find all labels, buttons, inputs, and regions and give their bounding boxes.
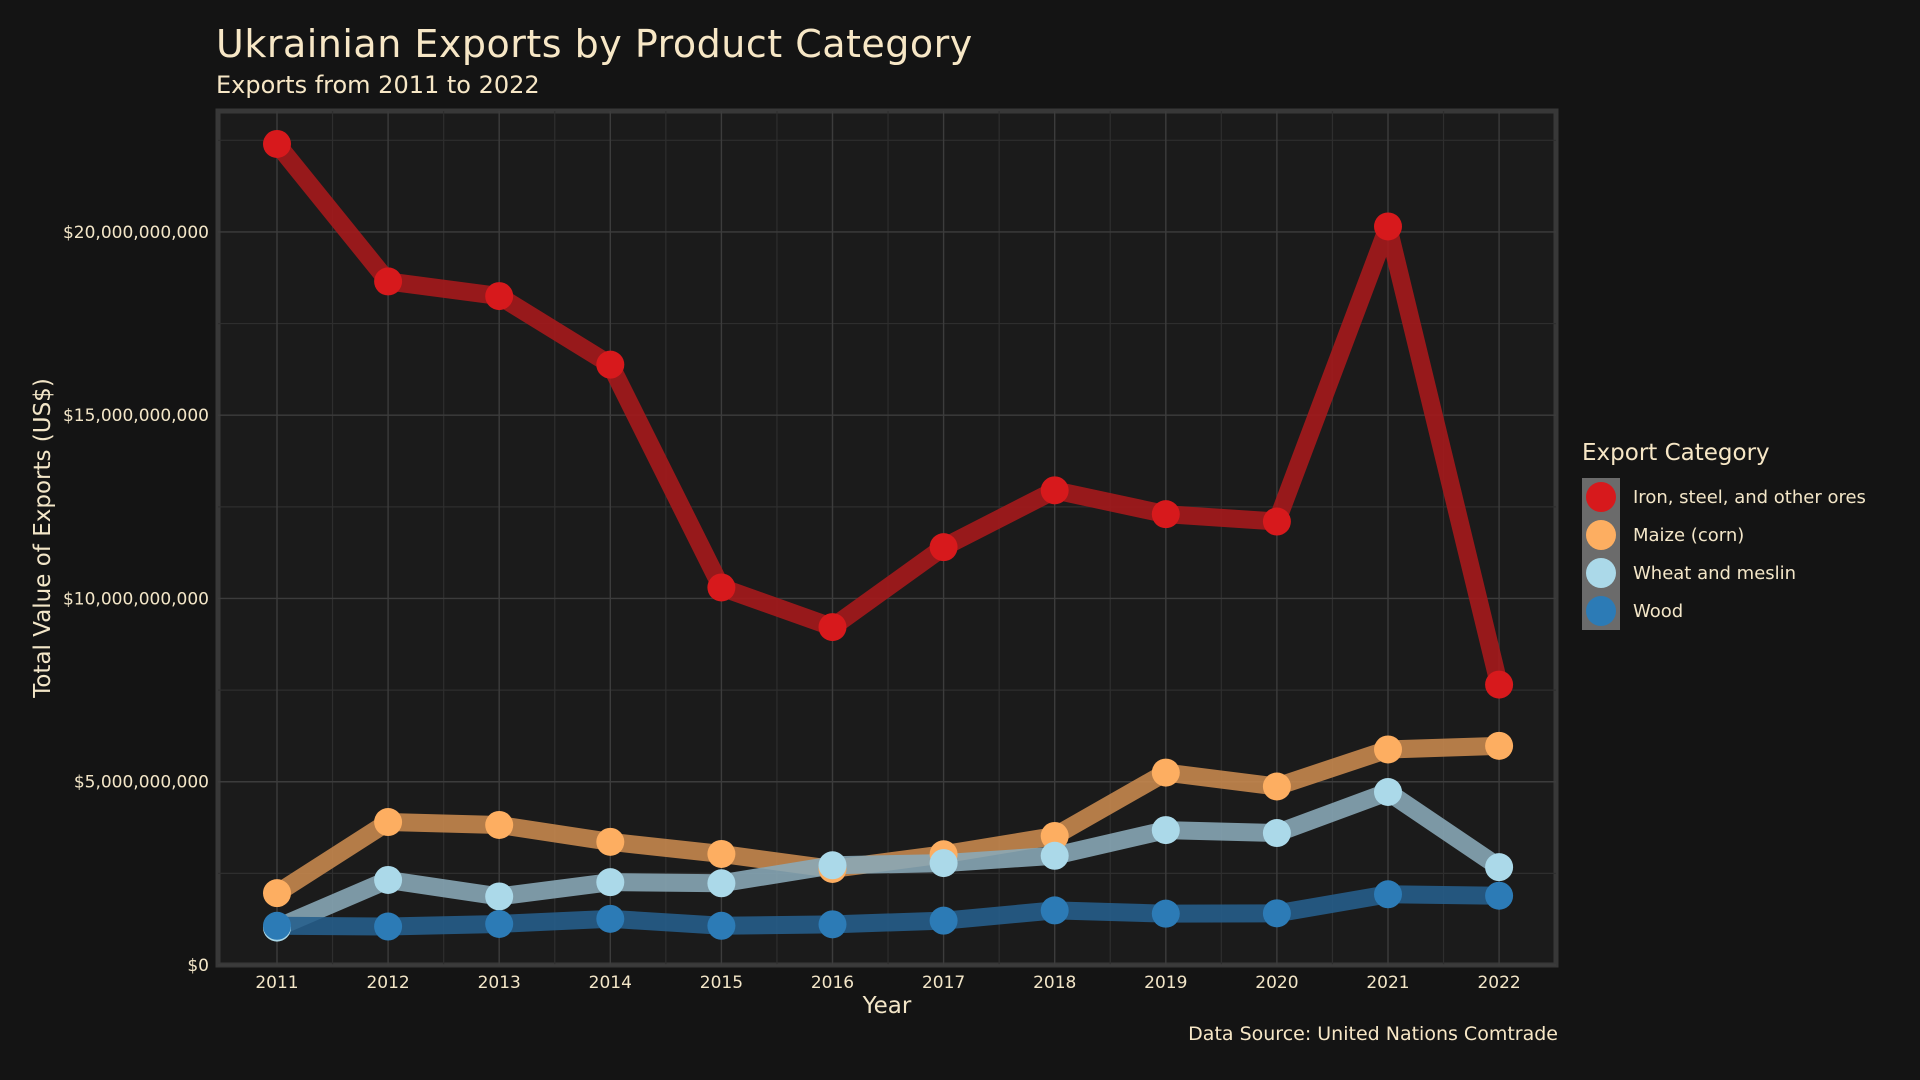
data-source-caption: Data Source: United Nations Comtrade [1188, 1023, 1558, 1045]
data-point [1040, 841, 1069, 870]
legend-label: Maize (corn) [1633, 524, 1745, 546]
legend-label: Wheat and meslin [1633, 562, 1797, 584]
x-tick-label: 2017 [922, 973, 965, 993]
series-line [268, 885, 1509, 936]
y-tick-label: $10,000,000,000 [63, 589, 209, 609]
data-point [1040, 896, 1069, 925]
chart-title: Ukrainian Exports by Product Category [216, 22, 973, 66]
legend-swatch [1586, 520, 1616, 550]
data-point [485, 882, 514, 911]
data-point [1374, 778, 1402, 807]
data-point [485, 282, 514, 311]
data-point [1485, 731, 1514, 760]
legend-item: Iron, steel, and other ores [1582, 478, 1866, 516]
x-tick-label: 2021 [1366, 973, 1409, 993]
x-tick-label: 2016 [811, 973, 854, 993]
data-point [1262, 507, 1291, 536]
data-point [1040, 821, 1069, 850]
data-point [707, 869, 736, 898]
data-point [1262, 899, 1291, 928]
chart-subtitle: Exports from 2011 to 2022 [216, 71, 540, 99]
data-point [263, 879, 291, 908]
legend-key [1582, 516, 1620, 554]
x-tick-label: 2019 [1144, 973, 1187, 993]
data-point [929, 849, 958, 878]
data-point [596, 350, 625, 379]
legend-item: Wood [1582, 592, 1866, 630]
data-point [1262, 772, 1291, 801]
data-point [1374, 880, 1402, 909]
data-point [263, 911, 291, 940]
data-point [929, 533, 958, 562]
data-point [1151, 500, 1180, 529]
x-tick-label: 2013 [478, 973, 521, 993]
data-point [485, 810, 514, 839]
data-point [374, 865, 403, 894]
data-point [374, 267, 403, 296]
y-tick-label: $20,000,000,000 [63, 223, 209, 243]
data-point [1040, 476, 1069, 505]
legend-swatch [1586, 596, 1616, 626]
data-point [707, 839, 736, 868]
data-point [1485, 670, 1514, 699]
data-point [1151, 899, 1180, 928]
data-point [818, 613, 847, 642]
data-point [818, 851, 847, 880]
y-tick-label: $0 [187, 956, 209, 976]
x-tick-label: 2011 [255, 973, 298, 993]
legend-items: Iron, steel, and other ores Maize (corn) W… [1582, 478, 1866, 630]
data-point [929, 906, 958, 935]
legend-item: Wheat and meslin [1582, 554, 1866, 592]
data-point [1374, 735, 1402, 764]
data-point [818, 910, 847, 939]
x-tick-label: 2022 [1477, 973, 1520, 993]
legend-label: Wood [1633, 600, 1684, 622]
data-point [1151, 758, 1180, 787]
x-tick-label: 2018 [1033, 973, 1076, 993]
data-point [707, 573, 736, 602]
legend-title: Export Category [1582, 440, 1770, 466]
series-line [268, 134, 1509, 694]
x-tick-label: 2014 [589, 973, 632, 993]
legend-swatch [1586, 558, 1616, 588]
data-point [485, 909, 514, 938]
data-point [1151, 816, 1180, 845]
data-point [1485, 853, 1514, 882]
legend-key [1582, 478, 1620, 516]
legend-item: Maize (corn) [1582, 516, 1866, 554]
data-point [707, 911, 736, 940]
data-point [1374, 212, 1402, 241]
legend-swatch [1586, 482, 1616, 512]
x-tick-label: 2012 [366, 973, 409, 993]
data-point [596, 904, 625, 933]
y-axis-title: Total Value of Exports (US$) [30, 378, 56, 699]
data-point [1485, 881, 1514, 910]
legend: Export Category Iron, steel, and other o… [1582, 440, 1866, 630]
plot-panel [215, 108, 1559, 968]
y-tick-label: $5,000,000,000 [74, 773, 209, 793]
x-axis-title: Year [862, 993, 912, 1019]
data-point [263, 129, 291, 158]
legend-label: Iron, steel, and other ores [1633, 486, 1866, 508]
legend-key [1582, 592, 1620, 630]
data-point [1262, 819, 1291, 848]
legend-key [1582, 554, 1620, 592]
series-line [268, 783, 1509, 937]
data-point [596, 868, 625, 897]
x-tick-label: 2015 [700, 973, 743, 993]
x-tick-label: 2020 [1255, 973, 1298, 993]
data-point [596, 827, 625, 856]
y-tick-label: $15,000,000,000 [63, 406, 209, 426]
data-point [374, 808, 403, 837]
data-point [374, 912, 403, 941]
